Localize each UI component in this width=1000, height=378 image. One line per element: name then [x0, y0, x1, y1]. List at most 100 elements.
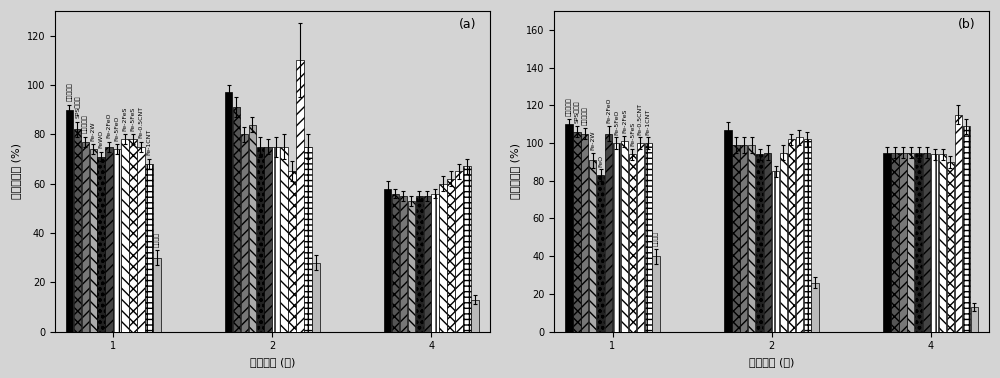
Bar	[304, 147, 312, 332]
Bar	[257, 147, 264, 332]
Bar	[153, 258, 161, 332]
Bar	[637, 143, 644, 332]
Bar	[463, 166, 471, 332]
Text: Fe-0.5CNT: Fe-0.5CNT	[139, 106, 144, 138]
Text: 阳性对照: 阳性对照	[154, 232, 160, 246]
Bar	[907, 152, 914, 332]
Bar	[431, 194, 439, 332]
Bar	[121, 139, 129, 332]
Bar	[955, 115, 962, 332]
Bar	[740, 145, 747, 332]
Bar	[931, 154, 938, 332]
Text: SPS纯铁板: SPS纯铁板	[574, 101, 580, 123]
Bar	[565, 124, 573, 332]
Text: SPS纯铁板: SPS纯铁板	[75, 96, 80, 118]
Bar	[471, 299, 479, 332]
Bar	[573, 132, 581, 332]
Bar	[756, 154, 763, 332]
X-axis label: 培养时间 (天): 培养时间 (天)	[250, 357, 295, 367]
Text: 阳性对照: 阳性对照	[653, 231, 659, 246]
Bar	[947, 162, 954, 332]
Bar	[455, 171, 463, 332]
Bar	[233, 107, 240, 332]
Bar	[384, 189, 391, 332]
Bar	[804, 139, 811, 332]
Bar	[748, 145, 755, 332]
Bar	[780, 152, 787, 332]
Bar	[280, 147, 288, 332]
Bar	[899, 152, 907, 332]
Bar	[621, 141, 628, 332]
Bar	[105, 147, 113, 332]
Text: 粉末纯铁板: 粉末纯铁板	[582, 107, 587, 125]
Bar	[788, 139, 795, 332]
Bar	[392, 194, 399, 332]
Bar	[90, 149, 97, 332]
Text: Fe-2FeS: Fe-2FeS	[622, 108, 627, 133]
Bar	[963, 126, 970, 332]
Text: Fe-2W: Fe-2W	[590, 130, 595, 150]
Text: 粉末纯铁板: 粉末纯铁板	[83, 115, 88, 133]
Text: FeO: FeO	[598, 155, 603, 167]
Bar	[971, 307, 978, 332]
Text: Fe-2FeO: Fe-2FeO	[606, 98, 611, 123]
Text: Fe-5FeO: Fe-5FeO	[115, 115, 120, 141]
Text: Fe-2FeS: Fe-2FeS	[123, 106, 128, 131]
Bar	[66, 110, 73, 332]
Bar	[296, 60, 304, 332]
Text: Fe-0.5CNT: Fe-0.5CNT	[638, 102, 643, 135]
Text: Fe-2FeO: Fe-2FeO	[107, 113, 112, 138]
Bar	[613, 143, 620, 332]
Text: Fe-2W: Fe-2W	[91, 121, 96, 141]
Bar	[137, 147, 145, 332]
Bar	[605, 134, 612, 332]
Bar	[145, 164, 153, 332]
Bar	[225, 93, 232, 332]
Text: (a): (a)	[459, 17, 477, 31]
Text: FeWO: FeWO	[99, 130, 104, 148]
Bar	[113, 149, 121, 332]
Bar	[939, 154, 946, 332]
Text: 细胞培养液: 细胞培养液	[67, 82, 72, 101]
Bar	[589, 160, 596, 332]
Bar	[732, 145, 740, 332]
Bar	[597, 175, 604, 332]
Bar	[764, 152, 771, 332]
X-axis label: 培养时间 (天): 培养时间 (天)	[749, 357, 794, 367]
Bar	[241, 135, 248, 332]
Bar	[645, 143, 652, 332]
Text: Fe-1CNT: Fe-1CNT	[646, 108, 651, 135]
Bar	[82, 142, 89, 332]
Bar	[439, 184, 447, 332]
Bar	[416, 196, 423, 332]
Bar	[400, 196, 407, 332]
Bar	[312, 263, 320, 332]
Bar	[74, 129, 81, 332]
Bar	[447, 179, 455, 332]
Bar	[97, 156, 105, 332]
Bar	[424, 196, 431, 332]
Bar	[923, 152, 930, 332]
Text: Fe-5FeS: Fe-5FeS	[131, 107, 136, 131]
Bar	[652, 256, 660, 332]
Bar	[883, 152, 891, 332]
Bar	[581, 134, 588, 332]
Bar	[129, 139, 137, 332]
Bar	[249, 124, 256, 332]
Bar	[811, 283, 819, 332]
Bar	[772, 171, 779, 332]
Bar	[724, 130, 732, 332]
Bar	[891, 152, 899, 332]
Text: Fe-1CNT: Fe-1CNT	[146, 129, 151, 155]
Bar	[796, 138, 803, 332]
Bar	[408, 201, 415, 332]
Text: (b): (b)	[958, 17, 976, 31]
Text: Fe-5FeS: Fe-5FeS	[630, 122, 635, 146]
Bar	[629, 154, 636, 332]
Y-axis label: 细胞存活率 (%): 细胞存活率 (%)	[510, 143, 520, 199]
Text: 细胞培养液: 细胞培养液	[566, 97, 572, 116]
Bar	[272, 147, 280, 332]
Text: Fe-5FeO: Fe-5FeO	[614, 109, 619, 135]
Bar	[264, 147, 272, 332]
Bar	[288, 171, 296, 332]
